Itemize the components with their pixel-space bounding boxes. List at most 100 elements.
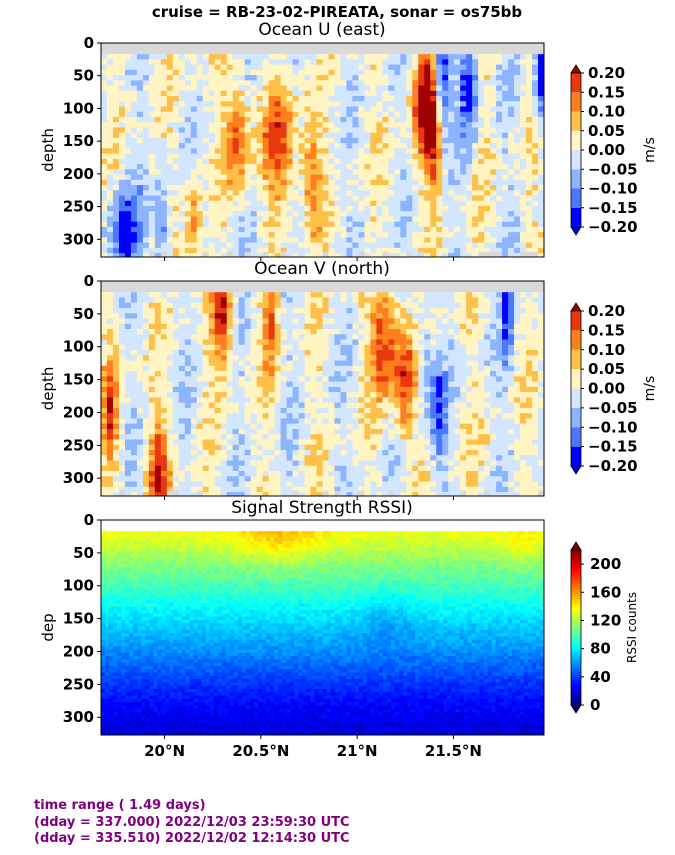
colorbar-tick-label: 40 xyxy=(590,668,611,686)
colorbar-segment xyxy=(571,658,581,662)
y-tick-label: 250 xyxy=(63,436,94,454)
panels: Ocean U (east) 0 50 100 150 200 250 300 depth −0.… xyxy=(39,20,658,760)
colorbar-segment xyxy=(571,311,581,331)
colorbar-segment xyxy=(571,573,581,577)
colorbar-segment xyxy=(571,575,581,579)
colorbar-label: RSSI counts xyxy=(625,592,639,663)
colorbar-segment xyxy=(571,568,581,572)
colorbar-tick-label: −0.05 xyxy=(588,399,638,417)
y-tick-label: 50 xyxy=(73,67,94,85)
axes-frame xyxy=(100,42,545,258)
colorbar-segment xyxy=(571,692,581,696)
colorbar-segment xyxy=(571,653,581,657)
x-tick-label: 21°N xyxy=(337,742,378,760)
colorbar-extend-min xyxy=(570,226,582,236)
figure-suptitle: cruise = RB-23-02-PIREATA, sonar = os75b… xyxy=(152,3,523,21)
colorbar-tick-label: 0.20 xyxy=(588,64,625,82)
colorbar-tick-label: 0.05 xyxy=(588,360,625,378)
y-tick-label: 200 xyxy=(63,403,94,421)
colorbar-segment xyxy=(571,632,581,636)
colorbar-tick-label: 0.10 xyxy=(588,103,625,121)
y-tick-label: 100 xyxy=(63,577,94,595)
colorbar-segment xyxy=(571,92,581,112)
y-tick-label: 200 xyxy=(63,642,94,660)
y-axis-label: dep xyxy=(39,613,57,641)
colorbar-extend-max xyxy=(570,302,582,312)
y-tick-label: 50 xyxy=(73,305,94,323)
colorbar-segment xyxy=(571,668,581,672)
colorbar-tick-label: 0.05 xyxy=(588,122,625,140)
colorbar-tick-label: 0.15 xyxy=(588,83,625,101)
footer-start-time: (dday = 335.510) 2022/12/02 12:14:30 UTC xyxy=(34,831,350,846)
colorbar-segment xyxy=(571,661,581,665)
y-tick-label: 150 xyxy=(63,610,94,628)
colorbar-segment xyxy=(571,349,581,370)
colorbar-segment xyxy=(571,73,581,93)
colorbar-tick-label: 0.00 xyxy=(588,380,625,398)
colorbar-segment xyxy=(571,111,581,131)
y-axis-label: depth xyxy=(39,367,57,411)
y-tick-label: 250 xyxy=(63,675,94,693)
colorbar-segment xyxy=(571,591,581,595)
colorbar-tick-label: −0.15 xyxy=(588,438,638,456)
colorbar-extend-max xyxy=(570,541,582,551)
colorbar-tick-label: 0.20 xyxy=(588,302,625,320)
colorbar-tick-label: 200 xyxy=(590,555,621,573)
colorbar-segment xyxy=(571,207,581,227)
colorbar-segment xyxy=(571,555,581,559)
colorbar-tick-label: −0.20 xyxy=(588,218,638,236)
colorbar-segment xyxy=(571,552,581,556)
colorbar-segment xyxy=(571,612,581,615)
colorbar-tick-label: −0.05 xyxy=(588,160,638,178)
y-tick-label: 150 xyxy=(63,371,94,389)
colorbar-segment xyxy=(571,694,581,698)
colorbar-segment xyxy=(571,583,581,587)
colorbar-segment xyxy=(571,679,581,683)
colorbar-extend-min xyxy=(570,704,582,714)
colorbar-segment xyxy=(571,446,581,467)
colorbar-label: m/s xyxy=(642,376,658,402)
colorbar-segment xyxy=(571,588,581,592)
x-tick-label: 20°N xyxy=(144,742,185,760)
colorbar-segment xyxy=(571,643,581,646)
panel-1: Ocean U (east) 0 50 100 150 200 250 300 depth −0.… xyxy=(39,20,658,261)
colorbar-segment xyxy=(571,150,581,170)
colorbar-segment xyxy=(571,650,581,654)
colorbar: −0.20−0.15 −0.10−0.050.00 0.050.10 0.150.20… xyxy=(570,302,658,475)
colorbar-segment xyxy=(571,614,581,618)
colorbar-segment xyxy=(571,593,581,597)
y-tick-label: 50 xyxy=(73,544,94,562)
colorbar-segment xyxy=(571,671,581,675)
nodata-band xyxy=(101,43,544,55)
colorbar-segment xyxy=(571,562,581,566)
panel-title: Ocean U (east) xyxy=(258,20,385,40)
colorbar-segment xyxy=(571,630,581,634)
colorbar-segment xyxy=(571,674,581,677)
footer-time-range: time range ( 1.49 days) xyxy=(34,798,206,813)
colorbar-segment xyxy=(571,550,581,553)
colorbar-segment xyxy=(571,635,581,639)
colorbar-segment xyxy=(571,427,581,447)
colorbar-segment xyxy=(571,130,581,150)
panel-2: Ocean V (north) 0 50 100 150 200 250 300 depth −0… xyxy=(39,259,658,500)
colorbar-segment xyxy=(571,560,581,564)
colorbar-segment xyxy=(571,655,581,659)
colorbar-extend-max xyxy=(570,64,582,74)
colorbar-segment xyxy=(571,619,581,623)
x-tick-label: 20.5°N xyxy=(232,742,289,760)
colorbar-segment xyxy=(571,596,581,600)
x-tick-label: 21.5°N xyxy=(425,742,482,760)
colorbar-segment xyxy=(571,606,581,610)
colorbar-segment xyxy=(571,609,581,613)
colorbar-segment xyxy=(571,557,581,561)
colorbar-label: m/s xyxy=(642,137,658,163)
colorbar-segment xyxy=(571,624,581,628)
colorbar-segment xyxy=(571,697,581,701)
colorbar-segment xyxy=(571,681,581,685)
colorbar-tick-label: −0.15 xyxy=(588,199,638,217)
heatmap-image xyxy=(101,281,544,496)
axes-frame xyxy=(100,519,545,736)
colorbar-segment xyxy=(571,586,581,590)
colorbar-segment xyxy=(571,601,581,605)
